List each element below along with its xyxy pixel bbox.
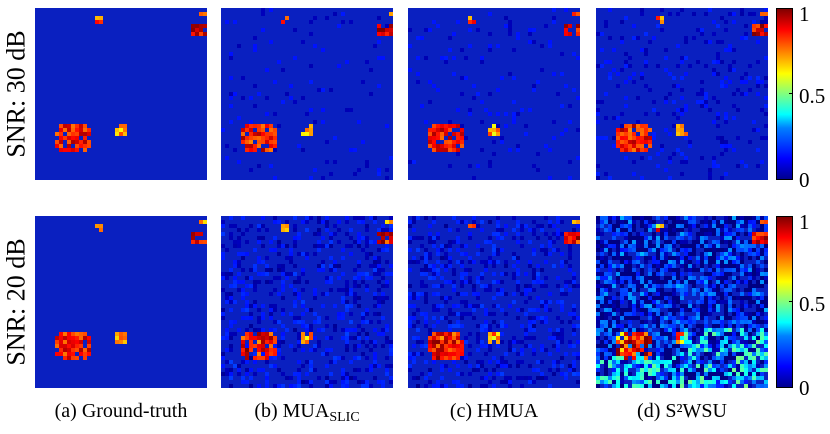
colorbar-tick-top-mid: 0.5 — [799, 84, 826, 108]
colorbar-bottom — [776, 216, 793, 388]
abundance-map-20db-ground-truth — [35, 216, 207, 388]
caption-text: (b) MUA — [254, 400, 330, 422]
abundance-map-30db-hmua — [408, 8, 580, 180]
abundance-map-30db-ground-truth — [35, 8, 207, 180]
caption-s2wsu: (d) S²WSU — [596, 399, 768, 423]
abundance-map-20db-s2wsu — [596, 216, 768, 388]
colorbar-tick-top-max: 1 — [799, 2, 810, 26]
row-label-text: SNR: 20 dB — [2, 238, 31, 366]
caption-text: (d) S²WSU — [637, 400, 727, 422]
caption-hmua: (c) HMUA — [408, 399, 580, 423]
colorbar-tickmark — [789, 93, 793, 94]
caption-text: (a) Ground-truth — [54, 400, 188, 422]
abundance-map-30db-mua-slic — [221, 8, 393, 180]
caption-ground-truth: (a) Ground-truth — [35, 399, 207, 423]
row-label-30db: SNR: 30 dB — [0, 8, 34, 180]
abundance-map-30db-s2wsu — [596, 8, 768, 180]
colorbar-tick-bottom-max: 1 — [799, 210, 810, 234]
caption-mua-slic: (b) MUASLIC — [221, 399, 393, 427]
abundance-map-20db-hmua — [408, 216, 580, 388]
colorbar-tick-bottom-mid: 0.5 — [799, 292, 826, 316]
row-label-text: SNR: 30 dB — [2, 30, 31, 158]
row-label-20db: SNR: 20 dB — [0, 216, 34, 388]
colorbar-top — [776, 8, 793, 180]
abundance-map-20db-mua-slic — [221, 216, 393, 388]
colorbar-tick-top-min: 0 — [799, 168, 810, 192]
colorbar-tick-bottom-min: 0 — [799, 376, 810, 400]
caption-text: (c) HMUA — [449, 400, 539, 422]
colorbar-tickmark — [789, 301, 793, 302]
caption-subscript: SLIC — [329, 410, 360, 425]
